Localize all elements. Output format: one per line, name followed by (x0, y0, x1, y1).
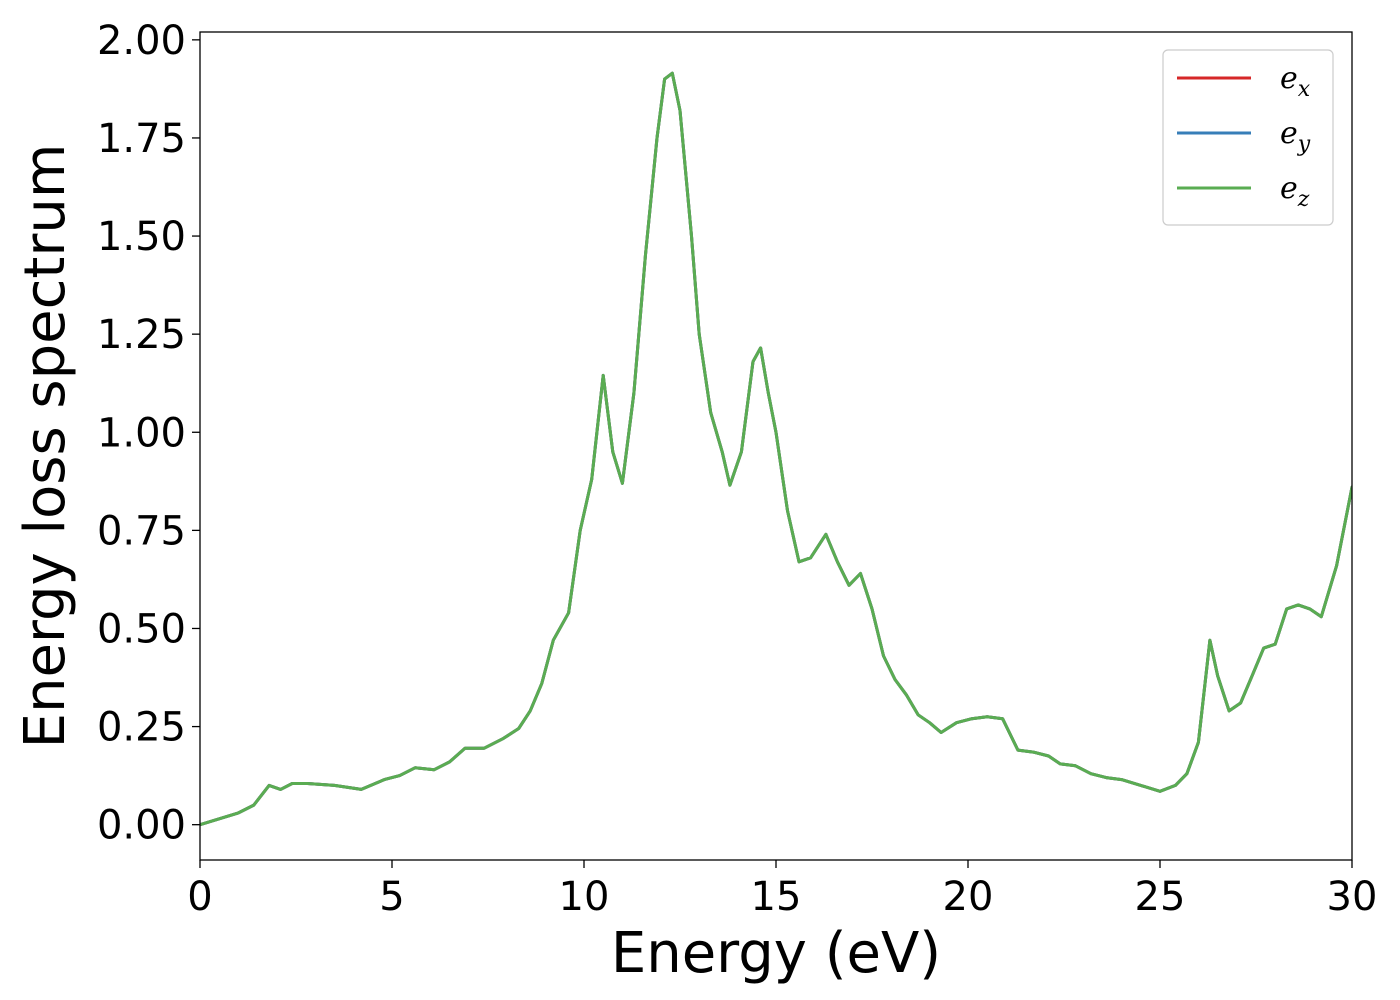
y-tick-label: 1.25 (97, 312, 186, 358)
y-tick-label: 1.50 (97, 214, 186, 260)
y-axis-title: Energy loss spectrum (13, 144, 78, 749)
x-tick-label: 15 (751, 874, 802, 920)
legend-label: ey (1280, 116, 1311, 157)
legend: ex ey ez (1162, 49, 1334, 226)
legend-box (1162, 49, 1334, 226)
y-tick-label: 1.00 (97, 410, 186, 456)
legend-label: ex (1280, 61, 1311, 102)
y-tick-label: 0.25 (97, 705, 186, 751)
legend-label: ez (1280, 171, 1310, 212)
x-tick-label: 0 (187, 874, 212, 920)
x-axis-title: Energy (eV) (611, 921, 941, 986)
series-layer (200, 71, 1352, 827)
x-axis-ticks: 0 5 10 15 20 25 30 (187, 860, 1377, 920)
series-line-e-z (200, 71, 1352, 827)
x-tick-label: 20 (943, 874, 994, 920)
y-tick-label: 0.75 (97, 508, 186, 554)
y-tick-label: 1.75 (97, 116, 186, 162)
x-tick-label: 30 (1327, 874, 1378, 920)
y-tick-label: 0.50 (97, 606, 186, 652)
x-tick-label: 10 (559, 874, 610, 920)
y-tick-label: 0.00 (97, 803, 186, 849)
y-tick-label: 2.00 (97, 18, 186, 64)
x-tick-label: 5 (379, 874, 404, 920)
x-tick-label: 25 (1135, 874, 1186, 920)
y-axis-ticks: 0.00 0.25 0.50 0.75 1.00 1.25 1.50 1.75 2.00 (97, 18, 200, 849)
